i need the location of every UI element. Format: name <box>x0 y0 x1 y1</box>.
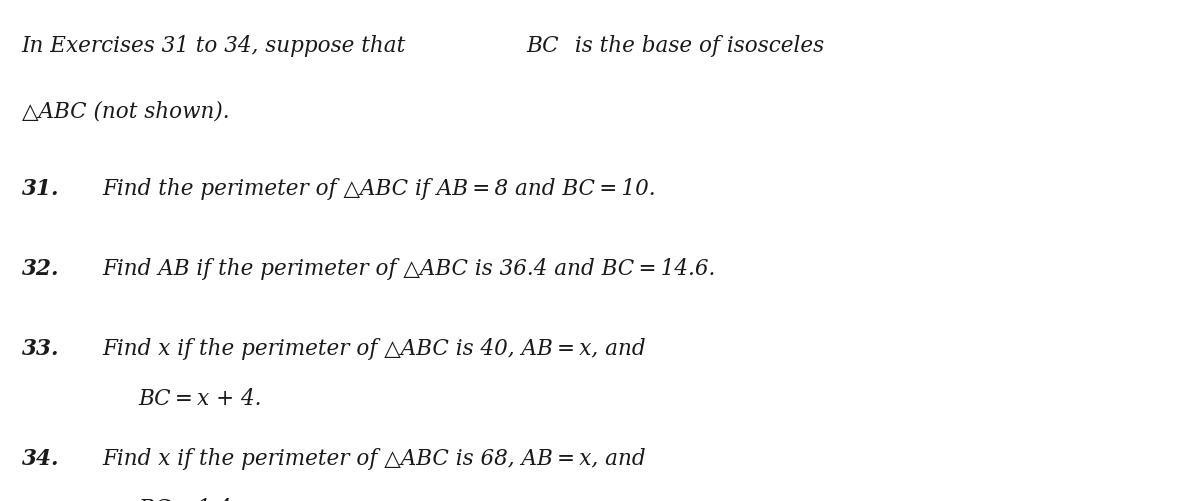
Text: 32.: 32. <box>22 258 59 280</box>
Text: BC = x + 4.: BC = x + 4. <box>138 388 262 410</box>
Text: 34.: 34. <box>22 448 59 470</box>
Text: Find the perimeter of △ABC if AB = 8 and BC = 10.: Find the perimeter of △ABC if AB = 8 and… <box>102 178 655 200</box>
Text: In Exercises 31 to 34, suppose that: In Exercises 31 to 34, suppose that <box>22 35 413 57</box>
Text: Find AB if the perimeter of △ABC is 36.4 and BC = 14.6.: Find AB if the perimeter of △ABC is 36.4… <box>102 258 715 280</box>
Text: 31.: 31. <box>22 178 59 200</box>
Text: Find x if the perimeter of △ABC is 40, AB = x, and: Find x if the perimeter of △ABC is 40, A… <box>102 338 646 360</box>
Text: BC: BC <box>527 35 559 57</box>
Text: is the base of isosceles: is the base of isosceles <box>569 35 824 57</box>
Text: BC = 1.4x.: BC = 1.4x. <box>138 498 251 501</box>
Text: 33.: 33. <box>22 338 59 360</box>
Text: Find x if the perimeter of △ABC is 68, AB = x, and: Find x if the perimeter of △ABC is 68, A… <box>102 448 646 470</box>
Text: △ABC (not shown).: △ABC (not shown). <box>22 100 229 122</box>
